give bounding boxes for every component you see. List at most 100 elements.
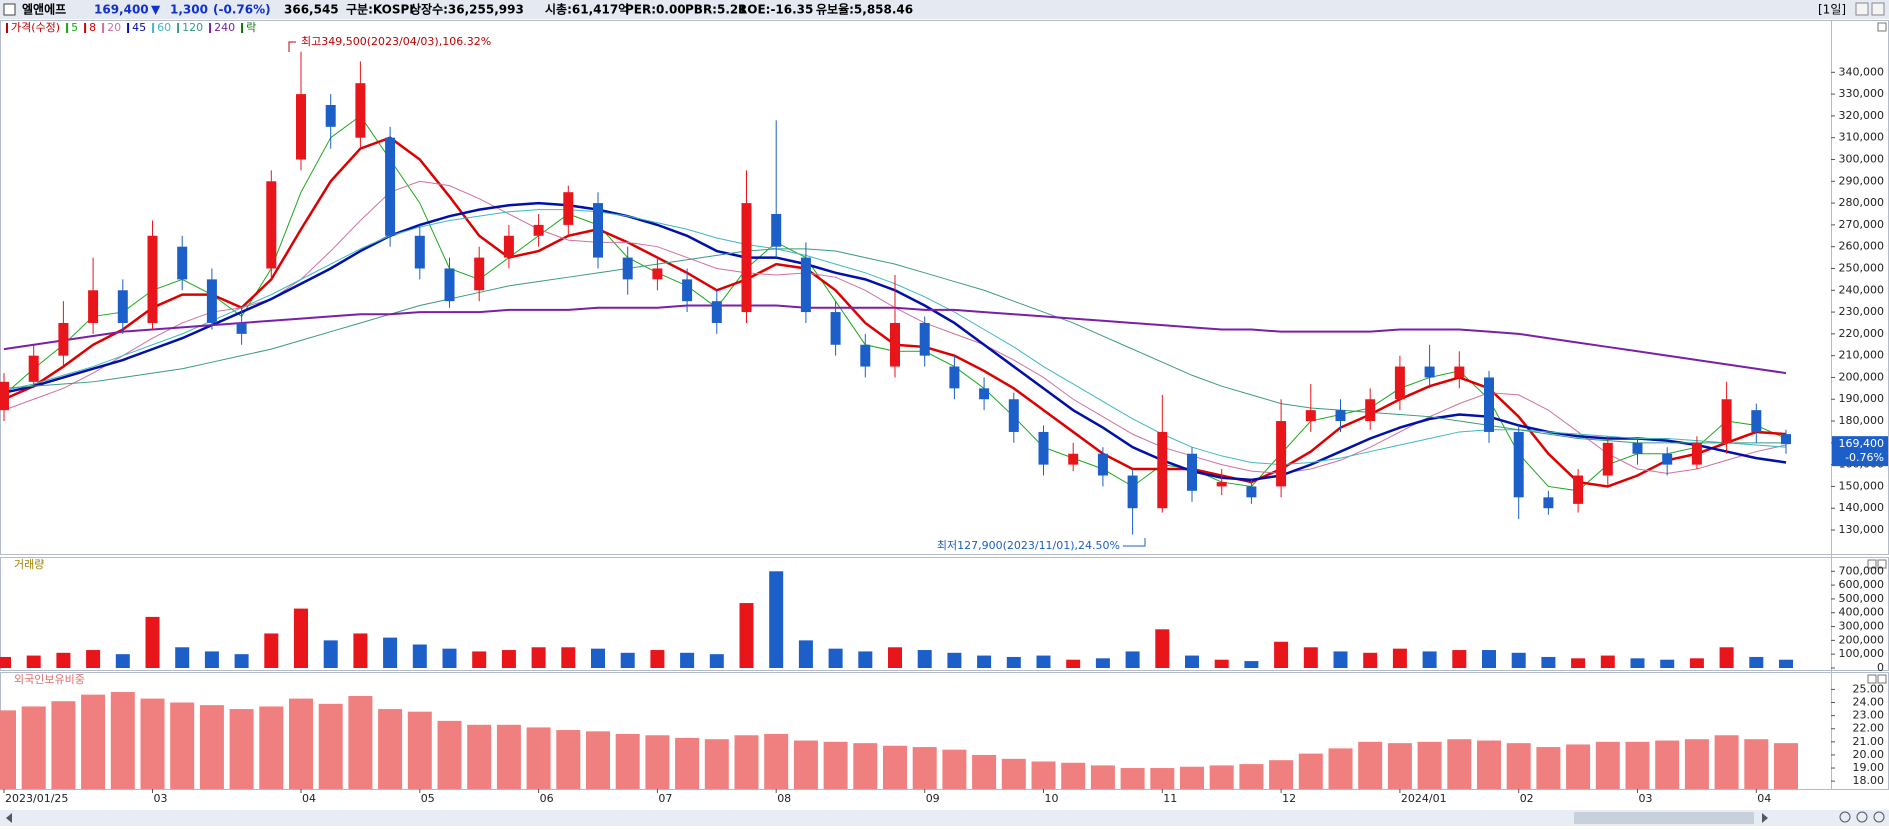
volume-bar [175, 647, 190, 668]
panel-button[interactable] [1867, 674, 1877, 684]
pbr: PBR:5.21 [685, 3, 747, 17]
y-tick-label: 200,000 [1839, 633, 1885, 646]
foreign-ratio-bar [437, 720, 462, 789]
foreign-ratio-bar [1387, 743, 1412, 789]
foreign-ratio-bar [1714, 735, 1739, 789]
volume-bar [115, 654, 130, 668]
x-tick-label: 03 [154, 792, 168, 805]
foreign-ratio-bar [764, 733, 789, 789]
zoom-out[interactable] [1839, 811, 1851, 823]
y-tick-label: 280,000 [1839, 196, 1885, 209]
market: 구분:KOSPI [346, 3, 414, 17]
zoom-reset[interactable] [1873, 811, 1885, 823]
volume-bar [917, 650, 932, 668]
y-tick-label: 180,000 [1839, 414, 1885, 427]
y-tick-label: 260,000 [1839, 240, 1885, 253]
reserve-ratio: 유보율:5,858.46 [816, 3, 913, 17]
candle-body [1394, 366, 1405, 400]
foreign-ratio-bar [586, 731, 610, 789]
legend-label: 20 [107, 21, 121, 34]
legend-swatch [66, 23, 69, 33]
per: PER:0.00 [625, 3, 686, 17]
foreign-ratio-bar [823, 741, 848, 789]
foreign-ratio-bar [1031, 761, 1056, 789]
legend-label: 120 [182, 21, 203, 34]
foreign-ratio-bar [467, 724, 492, 789]
period-button[interactable]: [1일] [1818, 3, 1846, 17]
scroll-right[interactable] [1762, 813, 1768, 823]
scrollbar[interactable] [0, 810, 1889, 826]
y-tick-label: 320,000 [1839, 109, 1885, 122]
close-button[interactable] [1871, 2, 1885, 16]
x-tick-label: 06 [540, 792, 554, 805]
low-annotation: 최저127,900(2023/11/01),24.50% [937, 539, 1120, 552]
foreign-ratio-bar [1477, 740, 1501, 789]
candle-body [1068, 453, 1079, 465]
y-tick-label: 130,000 [1839, 523, 1885, 536]
candle-body [177, 246, 188, 280]
candle-body [1632, 442, 1643, 454]
panel-button[interactable] [1877, 559, 1887, 569]
scroll-left[interactable] [6, 813, 12, 823]
volume-bar [1274, 641, 1289, 668]
y-tick-label: 400,000 [1839, 606, 1885, 619]
x-tick-label: 04 [1757, 792, 1771, 805]
panel-button[interactable] [1877, 674, 1887, 684]
volume-bar [531, 647, 546, 668]
foreign-ratio-bar [1684, 739, 1709, 789]
candle-body [1097, 453, 1108, 476]
candle-body [622, 257, 633, 280]
foreign-ratio-bar [615, 733, 640, 789]
legend-label: 8 [89, 21, 96, 34]
candle-body [1484, 377, 1494, 432]
volume-bar [620, 652, 635, 668]
foreign-ratio-bar [1180, 766, 1204, 789]
foreign-ratio-bar [1298, 753, 1323, 789]
candle-body [1157, 431, 1168, 509]
volume-bar [650, 650, 665, 668]
minimize-button[interactable] [1855, 2, 1869, 16]
volume-bar [1095, 658, 1110, 668]
y-tick-label: 310,000 [1839, 131, 1885, 144]
foreign-ratio-bar [110, 692, 135, 789]
foreign-ratio-bar [259, 706, 284, 789]
volume: 366,545 [284, 3, 339, 17]
foreign-ratio-bar [704, 739, 729, 789]
checkbox[interactable] [3, 3, 16, 16]
y-tick-label: 230,000 [1839, 305, 1885, 318]
candle-body [1454, 366, 1465, 378]
stock-name: 엘앤에프 [22, 2, 66, 17]
candle-body [919, 322, 930, 356]
candle-body [593, 203, 603, 258]
candle-body [28, 355, 39, 382]
volume-bar [264, 633, 279, 668]
foreign-ratio-bar [1566, 744, 1591, 789]
zoom-in[interactable] [1856, 811, 1868, 823]
candle-body [533, 224, 544, 236]
volume-bar [739, 603, 754, 668]
volume-bar [888, 647, 902, 668]
foreign-ratio-bar [1506, 743, 1531, 789]
candle-body [1216, 482, 1227, 487]
foreign-ratio-bar [378, 709, 403, 789]
foreign-ratio-bar [1655, 740, 1680, 789]
x-tick-label: 03 [1639, 792, 1653, 805]
legend-swatch [209, 23, 212, 33]
volume-bar [1066, 659, 1081, 668]
volume-bar [1660, 659, 1675, 668]
candle-body [1276, 421, 1287, 487]
panel-button[interactable] [1867, 559, 1877, 569]
foreign-ratio-bar [1536, 747, 1561, 789]
candle-body [1721, 399, 1732, 443]
volume-bar [1630, 658, 1645, 668]
foreign-ratio-bar [1358, 741, 1383, 789]
foreign-ratio-bar [140, 698, 165, 789]
y-tick-label: 300,000 [1839, 620, 1885, 633]
panel-button[interactable] [1877, 22, 1887, 32]
panel-title: 외국인보유비중 [14, 673, 85, 686]
volume-bar [1571, 658, 1586, 668]
change: 1,300 [170, 3, 208, 17]
scroll-thumb[interactable] [1574, 812, 1754, 824]
volume-bar [561, 647, 576, 668]
foreign-ratio-bar [645, 735, 670, 789]
